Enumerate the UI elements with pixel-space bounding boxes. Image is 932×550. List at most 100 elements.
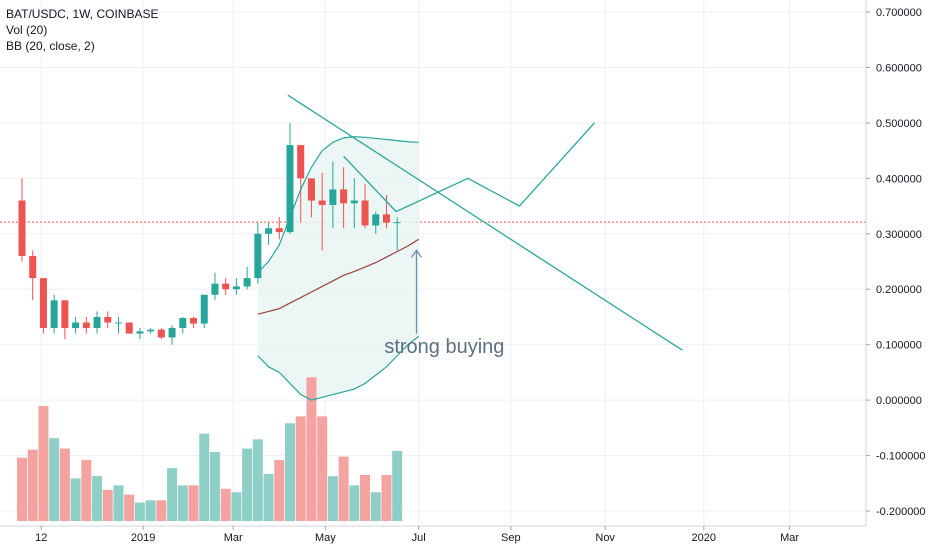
volume-bar xyxy=(145,500,156,521)
chart-legend: BAT/USDC, 1W, COINBASE Vol (20) BB (20, … xyxy=(6,6,158,54)
candle-body xyxy=(114,322,122,324)
volume-bar xyxy=(124,494,135,521)
volume-bar xyxy=(252,439,263,521)
price-tick-label: 0.600000 xyxy=(876,62,922,74)
candle-body xyxy=(307,178,315,201)
bollinger-upper-band xyxy=(257,136,419,274)
volume-bar xyxy=(49,438,60,521)
candle-body xyxy=(93,316,101,329)
volume-bar xyxy=(59,448,70,521)
volume-bar xyxy=(349,485,360,521)
candle-body xyxy=(179,318,187,329)
candle-body xyxy=(82,322,90,329)
volume-bar xyxy=(134,502,145,521)
price-tick-label: 0.500000 xyxy=(876,118,922,130)
candlesticks xyxy=(18,122,401,345)
arrow-head xyxy=(410,249,423,258)
candle-body xyxy=(243,278,251,287)
volume-bar xyxy=(381,475,392,521)
bollinger-basis-line xyxy=(257,238,419,315)
volume-bar xyxy=(38,406,49,521)
price-axis[interactable]: 0.700000 0.600000 0.500000 0.400000 0.300000… xyxy=(866,7,926,518)
candle-body xyxy=(275,228,283,233)
volume-bar xyxy=(70,478,81,521)
candle-body xyxy=(350,200,358,204)
candle-body xyxy=(29,255,37,279)
volume-bar xyxy=(156,500,167,521)
annotation-strong-buying: strong buying xyxy=(384,336,504,358)
candle-body xyxy=(393,222,401,224)
volume-bar xyxy=(370,492,381,521)
candle-body xyxy=(125,322,133,334)
candle-body xyxy=(168,328,176,338)
candle-body xyxy=(136,331,144,334)
symbol-title[interactable]: BAT/USDC, 1W, COINBASE xyxy=(6,7,159,21)
bollinger-band-fill xyxy=(257,136,419,401)
volume-bar xyxy=(209,452,220,521)
volume-bar xyxy=(199,433,210,521)
candle-body xyxy=(61,300,69,329)
price-tick-label: 0.700000 xyxy=(876,7,922,19)
volume-bar xyxy=(392,450,403,521)
volume-bar xyxy=(231,492,242,521)
candle-body xyxy=(157,329,165,338)
trend-drawings[interactable] xyxy=(287,94,683,351)
volume-bar xyxy=(338,456,349,521)
price-tick-label: -0.100000 xyxy=(876,451,926,463)
volume-bar xyxy=(113,485,124,521)
candle-body xyxy=(39,278,47,329)
bollinger-indicator-label[interactable]: BB (20, close, 2) xyxy=(6,39,95,53)
price-tick-label: 0.200000 xyxy=(876,284,922,296)
projected-path-line xyxy=(343,122,595,213)
volume-bar xyxy=(167,468,178,521)
candle-body xyxy=(372,214,380,226)
candle-body xyxy=(382,214,390,223)
volume-bar xyxy=(177,485,188,521)
volume-bar xyxy=(188,485,199,521)
time-tick-label: Jul xyxy=(412,532,426,544)
volume-bar xyxy=(306,377,317,521)
candle-body xyxy=(254,233,262,279)
candle-body xyxy=(211,283,219,295)
candle-body xyxy=(361,200,369,226)
volume-bar xyxy=(102,489,113,521)
volume-bar xyxy=(92,476,103,521)
candle-body xyxy=(104,316,112,323)
candle-body xyxy=(329,189,337,205)
price-tick-label: 0.100000 xyxy=(876,340,922,352)
price-tick-label: -0.200000 xyxy=(876,506,926,518)
volume-bar xyxy=(317,416,328,521)
time-axis[interactable]: 12 2019 Mar May Jul Sep Nov 2020 Mar xyxy=(35,526,799,544)
candle-body xyxy=(147,329,155,332)
volume-bar xyxy=(295,416,306,521)
time-tick-label: 12 xyxy=(35,532,47,544)
candle-body xyxy=(297,145,305,179)
candle-body xyxy=(340,189,348,204)
time-tick-label: 2019 xyxy=(131,532,155,544)
volume-bar xyxy=(327,476,338,521)
price-tick-label: 0.300000 xyxy=(876,229,922,241)
time-tick-label: 2020 xyxy=(692,532,716,544)
volume-bar xyxy=(285,423,295,521)
candle-body xyxy=(18,200,26,256)
volume-bars xyxy=(17,377,403,521)
time-tick-label: Nov xyxy=(595,532,615,544)
candle-body xyxy=(200,294,208,324)
volume-bar xyxy=(263,473,274,521)
time-tick-label: May xyxy=(315,532,336,544)
price-tick-label: 0.000000 xyxy=(876,395,922,407)
volume-bar xyxy=(360,475,371,521)
candle-body xyxy=(190,318,198,324)
volume-bar xyxy=(17,457,27,521)
volume-bar xyxy=(242,448,253,521)
candle-body xyxy=(318,200,326,205)
volume-bar xyxy=(81,460,92,521)
volume-indicator-label[interactable]: Vol (20) xyxy=(6,23,48,37)
candle-body xyxy=(50,300,58,329)
volume-bar xyxy=(27,449,38,521)
candle-body xyxy=(222,283,230,290)
volume-bar xyxy=(220,488,231,521)
bollinger-lower-band xyxy=(257,335,420,401)
